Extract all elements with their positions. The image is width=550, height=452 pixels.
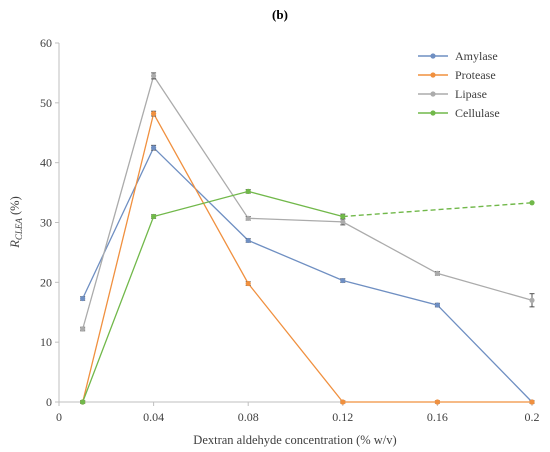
series-line-cellulase bbox=[82, 190, 343, 403]
legend-label: Cellulase bbox=[455, 106, 500, 120]
series-amylase bbox=[80, 144, 535, 405]
series-line-amylase bbox=[82, 146, 533, 403]
data-point bbox=[434, 399, 440, 405]
y-tick-label: 20 bbox=[40, 275, 52, 289]
data-point bbox=[340, 213, 346, 220]
legend-label: Amylase bbox=[455, 49, 498, 63]
y-axis-title-sub: CLEA bbox=[14, 218, 24, 241]
y-ticks: 0 10 20 30 40 50 60 bbox=[40, 36, 59, 409]
series-cellulase bbox=[80, 188, 535, 405]
data-point bbox=[529, 399, 535, 405]
data-point bbox=[245, 280, 251, 287]
x-axis-title: Dextran aldehyde concentration (% w/v) bbox=[193, 433, 396, 447]
x-ticks: 0 0.04 0.08 0.12 0.16 0.2 bbox=[56, 402, 540, 424]
legend: Amylase Protease Lipase Cellulase bbox=[418, 49, 500, 120]
legend-item-amylase: Amylase bbox=[418, 49, 498, 63]
data-point bbox=[245, 188, 251, 194]
data-point bbox=[245, 215, 251, 221]
legend-swatch-marker bbox=[430, 72, 436, 78]
y-tick-label: 40 bbox=[40, 156, 52, 170]
series-protease bbox=[80, 110, 535, 405]
y-axis-title-unit: (%) bbox=[8, 196, 22, 218]
x-tick-label: 0.08 bbox=[238, 410, 259, 424]
panel-label: (b) bbox=[272, 7, 288, 22]
legend-label: Lipase bbox=[455, 87, 487, 101]
x-tick-label: 0.12 bbox=[332, 410, 353, 424]
data-point bbox=[529, 297, 535, 303]
data-point bbox=[151, 111, 157, 117]
data-point bbox=[151, 213, 157, 220]
legend-item-protease: Protease bbox=[418, 68, 496, 82]
data-point bbox=[434, 270, 440, 276]
data-point bbox=[434, 302, 440, 308]
legend-item-cellulase: Cellulase bbox=[418, 106, 500, 120]
x-tick-label: 0.2 bbox=[525, 410, 540, 424]
data-point bbox=[340, 399, 346, 405]
x-tick-label: 0 bbox=[56, 410, 62, 424]
data-point bbox=[80, 399, 86, 405]
data-point bbox=[340, 219, 346, 225]
legend-label: Protease bbox=[455, 68, 496, 82]
series-line-protease bbox=[82, 111, 532, 403]
plot-area bbox=[80, 72, 535, 405]
legend-item-lipase: Lipase bbox=[418, 87, 487, 101]
y-tick-label: 0 bbox=[46, 395, 52, 409]
y-tick-label: 50 bbox=[40, 96, 52, 110]
data-point bbox=[151, 145, 157, 151]
series-dashed-line-cellulase bbox=[342, 202, 533, 218]
series-line-lipase bbox=[82, 74, 533, 330]
data-point bbox=[340, 277, 346, 284]
y-tick-label: 10 bbox=[40, 335, 52, 349]
y-axis-title: RCLEA (%) bbox=[8, 196, 24, 249]
data-point bbox=[80, 326, 86, 332]
data-point bbox=[151, 73, 157, 79]
data-point bbox=[80, 295, 86, 302]
data-point bbox=[245, 237, 251, 244]
series-lipase bbox=[80, 72, 535, 332]
legend-swatch-marker bbox=[430, 91, 436, 97]
legend-swatch-marker bbox=[430, 53, 436, 59]
y-tick-label: 60 bbox=[40, 36, 52, 50]
x-tick-label: 0.16 bbox=[427, 410, 448, 424]
data-point bbox=[529, 200, 535, 206]
y-tick-label: 30 bbox=[40, 216, 52, 230]
x-tick-label: 0.04 bbox=[143, 410, 164, 424]
y-axis-title-main: R bbox=[8, 240, 22, 249]
legend-swatch-marker bbox=[430, 110, 436, 116]
